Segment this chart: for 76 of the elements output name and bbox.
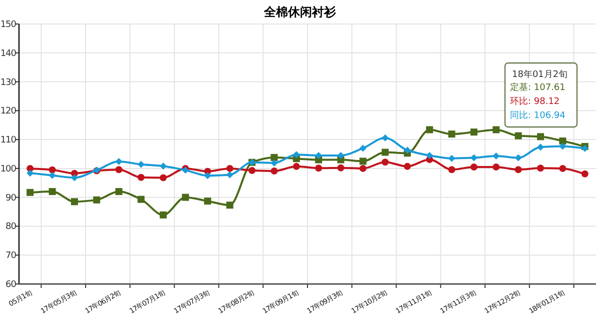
point bbox=[26, 170, 34, 177]
point bbox=[182, 194, 189, 201]
point bbox=[204, 172, 212, 180]
y-tick-label: 90 bbox=[6, 193, 17, 204]
point bbox=[470, 164, 478, 170]
point bbox=[337, 164, 344, 172]
y-tick-label: 130 bbox=[0, 78, 17, 88]
point bbox=[48, 172, 56, 179]
point bbox=[448, 130, 456, 138]
point bbox=[270, 168, 278, 175]
point bbox=[226, 164, 234, 172]
point bbox=[248, 166, 256, 174]
point bbox=[359, 158, 366, 165]
point bbox=[404, 162, 411, 170]
point bbox=[160, 162, 167, 170]
point bbox=[138, 196, 145, 203]
point bbox=[48, 188, 56, 196]
point bbox=[514, 166, 522, 174]
point bbox=[70, 198, 78, 206]
title: 全棉休闲衬衫 bbox=[264, 5, 336, 19]
point bbox=[226, 171, 234, 178]
point bbox=[337, 152, 344, 159]
point bbox=[382, 148, 389, 156]
point bbox=[292, 151, 300, 158]
point bbox=[115, 188, 122, 196]
annotation: 18年01月2旬 bbox=[512, 69, 568, 80]
point bbox=[559, 142, 566, 150]
point bbox=[359, 164, 366, 172]
point bbox=[382, 134, 389, 142]
point bbox=[115, 158, 122, 166]
point bbox=[270, 159, 278, 166]
y-tick-label: 110 bbox=[0, 136, 17, 146]
point bbox=[426, 126, 434, 134]
point bbox=[559, 164, 566, 172]
point bbox=[270, 154, 278, 161]
point bbox=[492, 126, 500, 134]
point bbox=[292, 162, 300, 170]
point bbox=[204, 198, 212, 205]
point bbox=[559, 138, 566, 144]
y-tick-label: 80 bbox=[6, 222, 17, 232]
point bbox=[470, 128, 478, 136]
y-tick-label: 70 bbox=[6, 251, 17, 262]
point bbox=[514, 154, 522, 162]
point bbox=[26, 188, 34, 196]
point bbox=[138, 174, 145, 181]
point bbox=[93, 196, 100, 204]
point bbox=[404, 146, 411, 154]
point bbox=[359, 144, 366, 152]
point bbox=[382, 158, 389, 166]
point bbox=[226, 202, 234, 209]
point bbox=[492, 164, 500, 170]
point bbox=[70, 174, 78, 182]
point bbox=[160, 211, 167, 218]
point bbox=[514, 132, 522, 140]
y-tick-label: 100 bbox=[0, 164, 17, 174]
point bbox=[48, 166, 56, 174]
point bbox=[448, 166, 456, 174]
point bbox=[581, 170, 588, 178]
point bbox=[537, 144, 544, 151]
point bbox=[115, 166, 122, 174]
point bbox=[448, 154, 456, 162]
y-tick-label: 150 bbox=[0, 20, 17, 30]
annotation: 环比: 98.12 bbox=[510, 96, 560, 107]
point bbox=[537, 164, 544, 172]
annotation: 定基: 107.61 bbox=[510, 82, 566, 93]
point bbox=[160, 174, 167, 182]
point bbox=[315, 164, 322, 172]
point bbox=[537, 133, 544, 140]
point bbox=[470, 154, 478, 162]
point bbox=[492, 152, 500, 160]
point bbox=[426, 152, 434, 159]
y-tick-label: 60 bbox=[6, 280, 17, 290]
y-tick-label: 120 bbox=[0, 106, 17, 117]
y-tick-label: 140 bbox=[0, 48, 17, 59]
annotation: 同比: 106.94 bbox=[510, 110, 566, 121]
point bbox=[138, 160, 145, 168]
